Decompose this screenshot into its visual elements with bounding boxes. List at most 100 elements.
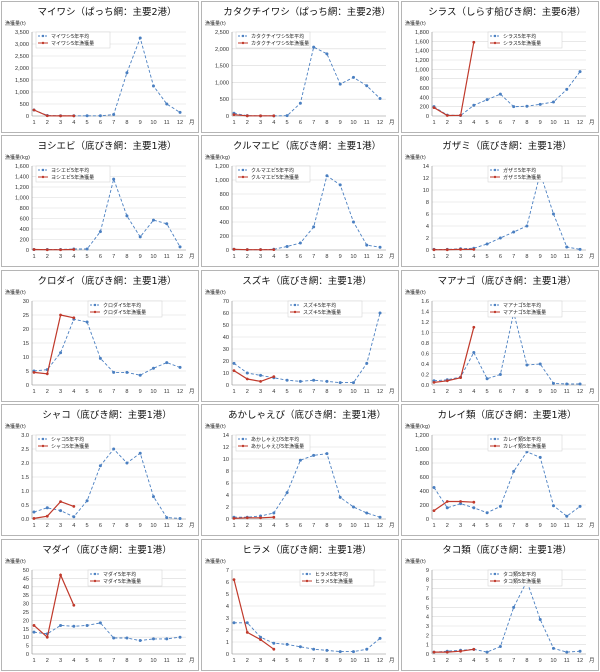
data-point [325,452,329,456]
y-tick-label: 200 [420,503,429,509]
y-tick-label: 400 [220,220,229,226]
legend-marker [493,437,497,441]
legend-label: シラス5年漁獲量 [503,40,541,47]
x-axis-label: 月 [589,253,595,260]
legend-label: クロダイ5年平均 [103,302,141,309]
chart-panel: あかしゃえび（底びき網：主要1港） 漁獲量(t) 0 2 4 6 8 10 12 14 1 2 3 4 5 6… [201,404,399,537]
y-tick-label: 800 [220,192,229,198]
x-tick-label: 9 [539,658,542,664]
data-point [245,248,249,252]
data-point [578,505,582,509]
legend-box [35,166,111,183]
x-tick-label: 7 [512,389,515,395]
legend-marker [93,579,97,582]
data-point [85,247,89,251]
data-point [165,222,169,226]
x-tick-label: 11 [564,120,570,126]
data-point [32,517,36,521]
chart-title: シラス（しらす船びき網：主要6港） [428,6,586,18]
x-tick-label: 8 [125,120,128,126]
y-tick-label: 800 [420,77,429,83]
x-tick-label: 12 [177,523,183,529]
data-point [472,40,476,44]
x-tick-label: 3 [259,120,262,126]
legend-label: シャコ5年平均 [51,436,84,443]
y-tick-label: 6 [426,212,429,218]
x-tick-label: 3 [59,254,62,260]
x-tick-label: 1 [232,523,235,529]
line-chart: マダイ（底びき網：主要1港）漁獲量(t)05101520253035404550… [5,544,195,664]
x-tick-label: 8 [125,254,128,260]
line-chart: マイワシ（ぱっち網：主要2港） 漁獲量(t) 0 500 1,000 1,500 2,000… [5,6,195,126]
data-point [45,248,49,252]
y-tick-label: 2.0 [21,461,29,467]
y-tick-label: 14 [223,433,229,439]
y-axis-label: 漁獲量(t) [405,289,426,296]
x-tick-label: 5 [86,658,89,664]
y-tick-label: 35 [23,593,29,599]
x-tick-label: 2 [46,120,49,126]
legend-marker [493,41,497,45]
y-tick-label: 3,500 [15,30,29,36]
y-tick-label: 1,500 [15,78,29,84]
y-tick-label: 1,000 [15,196,29,202]
data-point [259,248,262,252]
data-point [285,114,289,118]
data-point [298,379,302,383]
x-tick-label: 4 [272,523,275,529]
line-chart: カタクチイワシ（ぱっち網：主要2港） 漁獲量(t) 0 500 1,000 1,500 2,… [205,6,395,126]
data-point [325,379,329,383]
legend-marker [241,176,245,179]
legend-label: タコ類5年漁獲量 [503,577,541,584]
x-tick-label: 6 [499,658,502,664]
series-line [33,109,74,117]
x-tick-label: 7 [312,120,315,126]
data-point [59,114,62,118]
data-point [125,214,129,218]
data-point [259,635,263,639]
data-point [32,630,36,634]
legend-marker [41,444,45,448]
chart-panel: クルマエビ（底びき網：主要1港） 漁獲量(kg) 0 200 400 600 800 1,00… [201,135,399,268]
data-point [351,220,355,224]
x-tick-label: 2 [246,523,249,529]
x-tick-label: 7 [112,389,115,395]
data-point [125,71,129,75]
x-tick-label: 7 [112,254,115,260]
x-tick-label: 11 [564,254,570,260]
y-tick-label: 70 [223,299,229,305]
x-tick-label: 9 [539,389,542,395]
y-tick-label: 25 [23,610,29,616]
x-tick-label: 8 [525,523,528,529]
x-tick-label: 11 [564,389,570,395]
data-point [285,245,289,249]
line-chart: ヨシエビ（底びき網：主要1港） 漁獲量(kg) 0 200 400 600 800 1,000… [5,140,195,260]
legend-marker [293,303,297,306]
y-tick-label: 10 [223,457,229,463]
x-tick-label: 5 [86,120,89,126]
legend-marker [493,303,497,306]
data-point [338,380,342,384]
x-tick-label: 11 [164,523,170,529]
data-point [138,235,142,239]
data-point [538,456,542,460]
data-point [351,380,355,384]
y-axis-label: 漁獲量(t) [205,289,226,296]
legend-box [299,569,375,586]
data-point [378,636,382,640]
y-tick-label: 40 [223,335,229,341]
data-point [432,248,436,252]
data-point [445,248,449,252]
legend-marker [93,310,97,313]
data-point [165,360,169,364]
chart-title: マダイ（底びき網：主要1港） [42,544,172,556]
x-tick-label: 12 [377,523,383,529]
x-tick-label: 11 [364,120,370,126]
y-tick-label: 0.0 [21,517,29,523]
y-tick-label: 8 [426,577,429,583]
y-tick-label: 20 [223,359,229,365]
chart-panel: マダイ（底びき網：主要1港） 漁獲量(t) 0 5 10 15 20 25 30 35 40 45 50… [1,538,199,671]
x-tick-label: 5 [286,120,289,126]
data-point [98,356,102,360]
x-tick-label: 3 [459,254,462,260]
